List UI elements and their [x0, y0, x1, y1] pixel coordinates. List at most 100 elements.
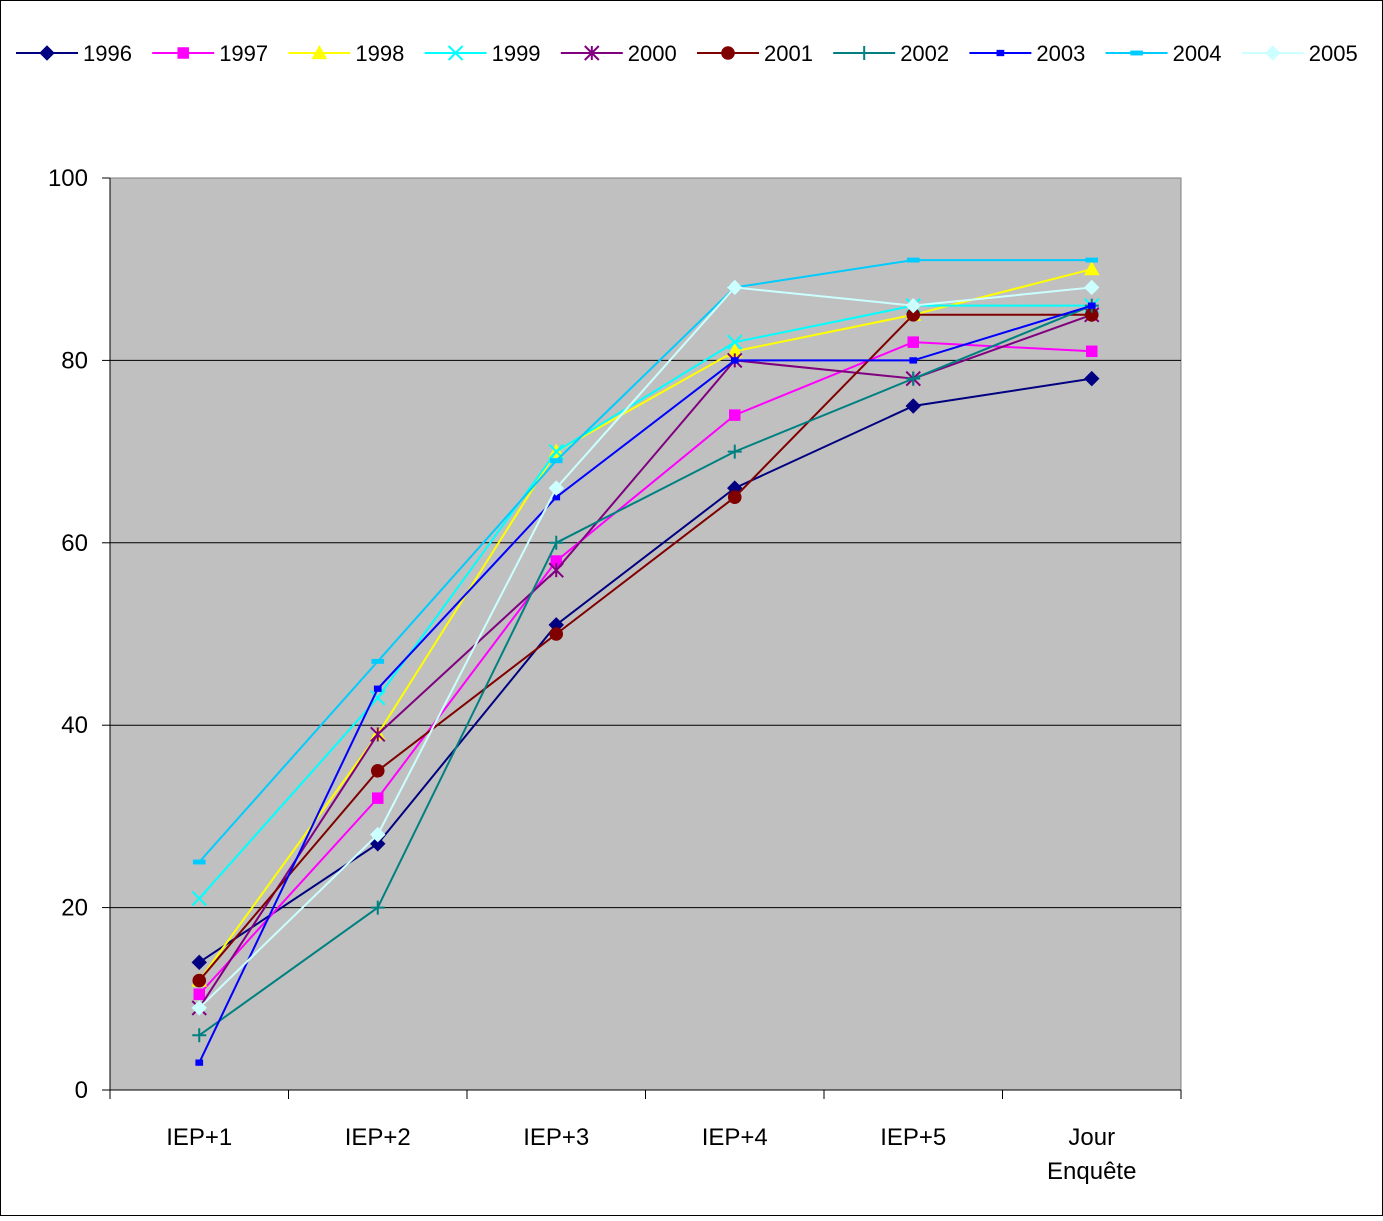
- series-line: [198, 313, 1093, 1009]
- data-point: [370, 900, 385, 915]
- legend-item-1998: 1998: [288, 41, 404, 66]
- data-point: [1130, 50, 1143, 56]
- legend-item-2001: 2001: [697, 41, 813, 66]
- data-point: [1084, 370, 1100, 387]
- data-point: [195, 1059, 204, 1066]
- data-point: [1083, 261, 1100, 276]
- legend-item-1996: 1996: [16, 41, 132, 66]
- data-point: [371, 658, 385, 664]
- data-point: [193, 988, 205, 1000]
- data-point: [1087, 302, 1096, 309]
- legend-item-2000: 2000: [560, 41, 677, 66]
- legend-label: 1998: [355, 41, 404, 66]
- data-point: [39, 45, 55, 61]
- x-tick-label: IEP+1: [166, 1124, 232, 1151]
- x-tick-label: IEP+4: [702, 1124, 768, 1151]
- series-line: [198, 286, 1092, 1009]
- data-point: [727, 444, 742, 459]
- legend-label: 2005: [1309, 41, 1358, 66]
- gridlines: [110, 359, 1181, 909]
- data-point: [729, 409, 741, 421]
- data-point: [447, 45, 464, 61]
- data-point: [552, 494, 561, 501]
- series-line: [198, 304, 1092, 900]
- data-point: [1265, 45, 1281, 61]
- series-line: [198, 341, 1092, 995]
- data-point: [192, 1028, 207, 1043]
- data-point: [373, 685, 382, 692]
- data-point: [548, 562, 564, 578]
- data-point: [905, 297, 921, 314]
- series-2005: [191, 279, 1100, 1016]
- data-point: [727, 279, 743, 296]
- legend-item-1999: 1999: [424, 41, 541, 66]
- legend-label: 2003: [1036, 41, 1085, 66]
- y-tick-label: 60: [61, 530, 88, 557]
- legend-item-2002: 2002: [833, 41, 949, 66]
- legend-item-1997: 1997: [152, 41, 268, 66]
- data-point: [177, 47, 189, 59]
- data-point: [584, 45, 600, 61]
- data-point: [1084, 279, 1100, 296]
- data-point: [370, 836, 386, 852]
- data-point: [192, 859, 206, 865]
- data-point: [907, 336, 919, 348]
- data-point: [905, 398, 921, 414]
- axes: 0 20 40 60 80 100 IEP+1 IEP+2 IEP+3 IEP+4 IEP+5 Jou…: [48, 165, 1182, 1185]
- data-point: [191, 1000, 207, 1016]
- data-point: [192, 973, 207, 988]
- data-point: [370, 726, 386, 743]
- plot-area: [109, 177, 1182, 1091]
- legend-label: 2001: [764, 41, 813, 66]
- data-point: [1086, 345, 1098, 358]
- legend-label: 2004: [1173, 41, 1222, 66]
- legend-label: 2000: [628, 41, 677, 66]
- series-line: [198, 259, 1092, 863]
- legend-label: 1999: [492, 41, 541, 66]
- data-point: [191, 890, 207, 907]
- data-point: [370, 690, 386, 706]
- data-point: [906, 371, 921, 386]
- data-point: [721, 46, 735, 60]
- data-point: [370, 826, 386, 843]
- data-point: [191, 954, 207, 971]
- data-point: [548, 480, 564, 496]
- legend-label: 2002: [900, 41, 949, 66]
- data-point: [311, 44, 328, 60]
- data-point: [549, 627, 564, 641]
- series-line: [198, 304, 1093, 1037]
- series-layer: [191, 257, 1100, 1066]
- y-tick-label: 100: [48, 165, 88, 192]
- series-2003: [195, 302, 1096, 1066]
- data-point: [372, 792, 384, 804]
- data-point: [549, 458, 563, 464]
- y-tick-label: 0: [75, 1077, 88, 1104]
- x-tick-label: IEP+5: [880, 1124, 946, 1151]
- x-tick-label: Jour: [1068, 1124, 1115, 1151]
- legend-item-2004: 2004: [1105, 41, 1222, 66]
- legend-label: 1997: [219, 41, 268, 66]
- data-point: [1085, 257, 1099, 263]
- x-tick-label: IEP+2: [345, 1124, 411, 1151]
- data-point: [727, 334, 743, 350]
- legend-item-2005: 2005: [1241, 41, 1358, 66]
- series-line: [198, 313, 1092, 982]
- data-point: [727, 490, 742, 505]
- data-point: [370, 764, 385, 778]
- data-point: [857, 46, 872, 60]
- data-point: [906, 257, 920, 263]
- y-tick-label: 80: [61, 347, 88, 374]
- series-line: [198, 304, 1093, 1064]
- y-tick-label: 40: [61, 712, 88, 739]
- data-point: [549, 535, 564, 550]
- legend-item-2003: 2003: [969, 41, 1085, 66]
- y-tick-label: 20: [61, 895, 88, 922]
- legend: 1996 1997 1998 1999 2000 2001 2002 2003 2004 2005: [16, 41, 1358, 66]
- legend-label: 1996: [83, 41, 132, 66]
- x-tick-label: IEP+3: [523, 1124, 589, 1151]
- data-point: [909, 357, 918, 364]
- x-tick-label: Enquête: [1047, 1158, 1136, 1185]
- data-point: [730, 357, 739, 364]
